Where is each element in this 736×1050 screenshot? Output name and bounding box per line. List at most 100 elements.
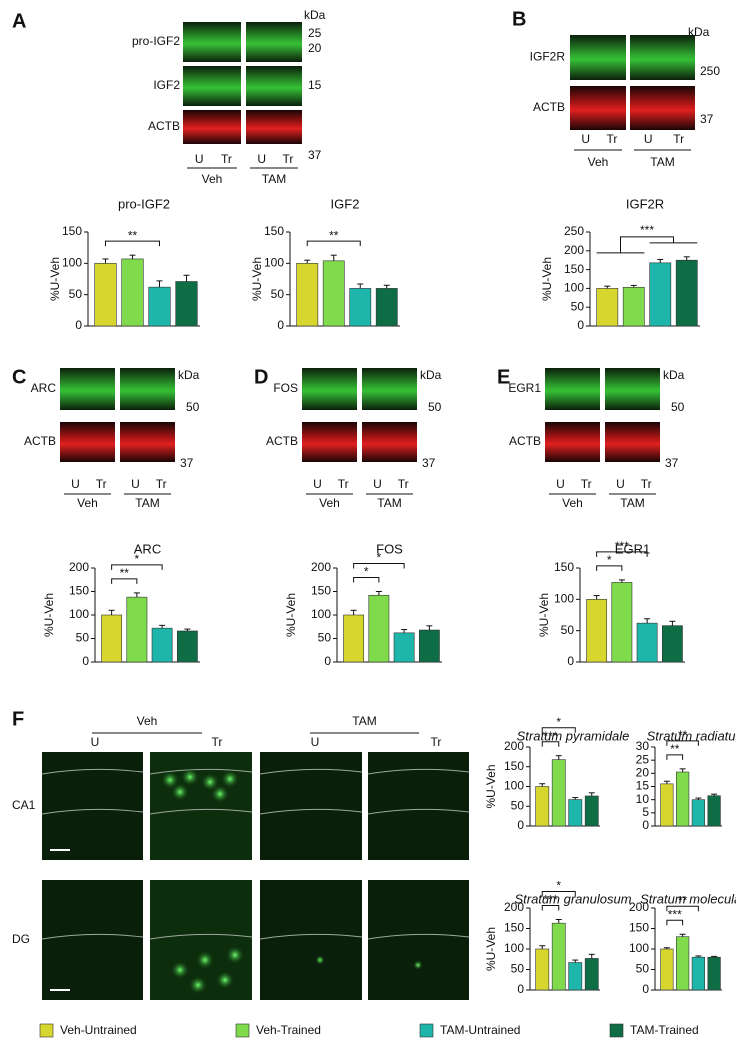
y-tick-label: 50 [636, 962, 650, 976]
y-tick-label: 30 [636, 739, 650, 753]
y-tick-label: 0 [324, 654, 331, 668]
micrograph [42, 752, 143, 860]
bracket [353, 563, 405, 569]
bar [676, 771, 690, 827]
chart-title: Stratum granulosum [514, 891, 631, 906]
significance: * [607, 553, 612, 567]
y-tick-label: 150 [264, 224, 284, 238]
layer-outline [149, 808, 253, 815]
chart-title: FOS [376, 541, 403, 556]
y-axis-label: %U-Veh [537, 593, 551, 637]
cell [171, 783, 189, 801]
y-tick-label: 150 [554, 560, 574, 574]
layer-outline [367, 808, 470, 815]
y-tick-label: 200 [564, 243, 584, 257]
bracket [353, 577, 380, 583]
lane-label: U [257, 152, 266, 166]
group-label: TAM [135, 496, 159, 510]
bar [661, 625, 683, 663]
blot-row-label: FOS [273, 381, 298, 395]
group-label: Veh [137, 714, 158, 728]
y-tick-label: 0 [517, 982, 524, 996]
cell [161, 771, 179, 789]
layer-outline [367, 933, 470, 940]
significance: *** [543, 893, 557, 907]
significance: ** [329, 228, 339, 242]
kda-marker: 50 [671, 400, 685, 414]
y-tick-label: 50 [76, 631, 90, 645]
bar [121, 258, 144, 327]
y-tick-label: 100 [629, 941, 649, 955]
significance: *** [668, 907, 682, 921]
blot-image [302, 368, 357, 410]
chart-title: IGF2 [331, 196, 360, 211]
layer-outline [41, 808, 144, 815]
group-label: Veh [588, 155, 609, 169]
bar [176, 630, 198, 663]
y-tick-label: 200 [69, 560, 89, 574]
y-tick-label: 50 [571, 299, 585, 313]
cell [221, 770, 239, 788]
bar [148, 286, 171, 327]
y-tick-label: 25 [636, 752, 650, 766]
kda-marker: 25 [308, 26, 322, 40]
kda-marker: 37 [665, 456, 679, 470]
bar [368, 594, 390, 663]
blot-image [362, 368, 417, 410]
bracket [541, 890, 576, 897]
y-tick-label: 50 [511, 962, 525, 976]
y-tick-label: 100 [554, 592, 574, 606]
y-tick-label: 100 [504, 779, 524, 793]
blot-row-label: pro-IGF2 [132, 34, 180, 48]
blot-image [183, 66, 241, 106]
panel-letter: A [12, 10, 26, 32]
blot-image [183, 110, 241, 144]
significance: *** [640, 223, 654, 237]
lane-label: Tr [431, 735, 442, 749]
cell [189, 976, 207, 994]
lane-label: Tr [156, 477, 167, 491]
y-tick-label: 150 [629, 921, 649, 935]
y-tick-label: 200 [504, 739, 524, 753]
blot-image [570, 35, 626, 80]
y-tick-label: 0 [642, 982, 649, 996]
legend-swatch [419, 1023, 434, 1038]
blot-image [545, 422, 600, 462]
micrograph [368, 880, 469, 1000]
y-tick-label: 0 [75, 318, 82, 332]
blot-image [630, 35, 695, 80]
bracket [596, 551, 648, 557]
y-tick-label: 0 [277, 318, 284, 332]
y-tick-label: 250 [564, 224, 584, 238]
bracket [666, 905, 699, 912]
significance: ** [670, 742, 680, 756]
y-axis-label: %U-Veh [484, 764, 498, 808]
legend-swatch [39, 1023, 54, 1038]
micrograph [42, 880, 143, 1000]
y-tick-label: 200 [629, 900, 649, 914]
y-axis-label: %U-Veh [484, 927, 498, 971]
panel-letter: E [497, 366, 510, 388]
blot-row-label: EGR1 [508, 381, 541, 395]
bar [584, 795, 599, 827]
y-tick-label: 0 [577, 318, 584, 332]
blot-image [605, 422, 660, 462]
panel-letter: D [254, 366, 268, 388]
layer-outline [149, 768, 253, 775]
chart-title: IGF2R [626, 196, 664, 211]
group-label: Veh [77, 496, 98, 510]
blot-image [302, 422, 357, 462]
y-tick-label: 20 [636, 766, 650, 780]
bracket [111, 564, 163, 570]
cell [211, 785, 229, 803]
kda-marker: 20 [308, 41, 322, 55]
bar [393, 632, 415, 663]
blot-row-label: ACTB [24, 434, 56, 448]
y-tick-label: 100 [311, 607, 331, 621]
layer-outline [367, 768, 470, 775]
cell [315, 955, 325, 965]
y-tick-label: 100 [69, 607, 89, 621]
group-label: TAM [377, 496, 401, 510]
y-axis-label: %U-Veh [540, 257, 554, 301]
